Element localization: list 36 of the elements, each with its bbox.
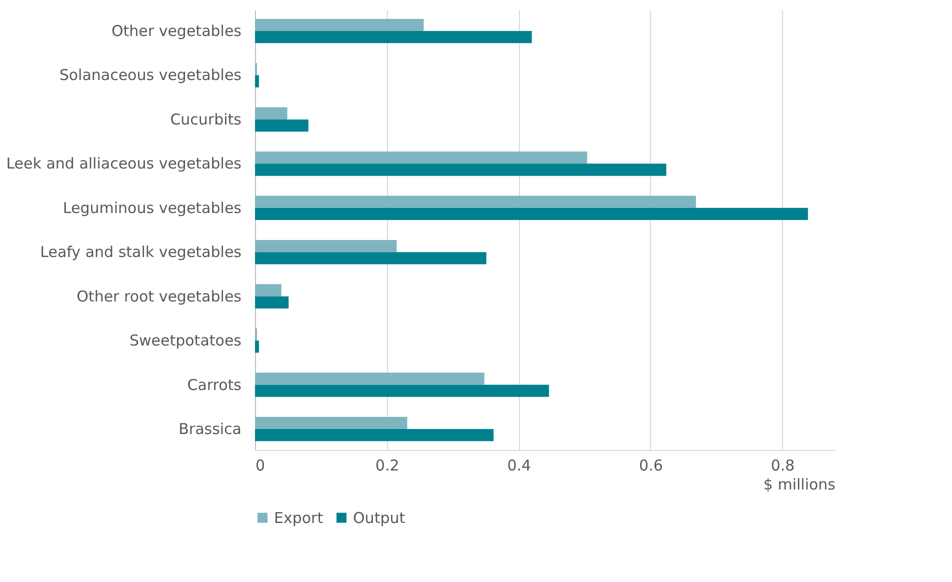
x-tick-label: 0.8 xyxy=(770,456,795,474)
y-tick-label: Brassica xyxy=(178,420,242,438)
bar xyxy=(255,428,494,442)
x-axis-title: $ millions xyxy=(763,476,836,494)
y-tick-label: Other root vegetables xyxy=(76,287,242,306)
x-tick-label: 0.2 xyxy=(375,456,400,474)
bar xyxy=(255,416,408,429)
x-tick-label: 0.6 xyxy=(639,456,663,474)
bar xyxy=(255,252,486,264)
bar xyxy=(255,164,666,176)
y-tick-label: Sweetpotatoes xyxy=(129,332,242,350)
bar xyxy=(255,208,808,220)
y-tick-label: Leek and alliaceous vegetables xyxy=(6,154,242,173)
bar xyxy=(255,340,259,353)
y-tick-label: Other vegetables xyxy=(111,22,242,40)
bar xyxy=(255,372,484,385)
bar xyxy=(255,18,424,32)
bar xyxy=(255,384,549,397)
bar xyxy=(255,196,696,208)
legend-label: Export xyxy=(274,508,324,527)
bar xyxy=(255,119,308,132)
bar xyxy=(255,152,588,164)
bar xyxy=(255,296,289,308)
bar xyxy=(255,75,259,88)
x-tick-label: 0 xyxy=(256,456,266,474)
legend-label: Output xyxy=(353,508,406,527)
bar xyxy=(255,284,282,296)
y-tick-label: Leafy and stalk vegetables xyxy=(40,243,242,262)
y-tick-label: Leguminous vegetables xyxy=(62,198,242,217)
bar xyxy=(255,31,532,44)
bar xyxy=(255,240,397,252)
x-tick-label: 0.4 xyxy=(507,456,532,474)
bar xyxy=(255,107,288,120)
y-tick-label: Carrots xyxy=(187,376,242,394)
y-tick-label: Cucurbits xyxy=(170,110,242,128)
y-tick-label: Solanaceous vegetables xyxy=(59,66,242,84)
